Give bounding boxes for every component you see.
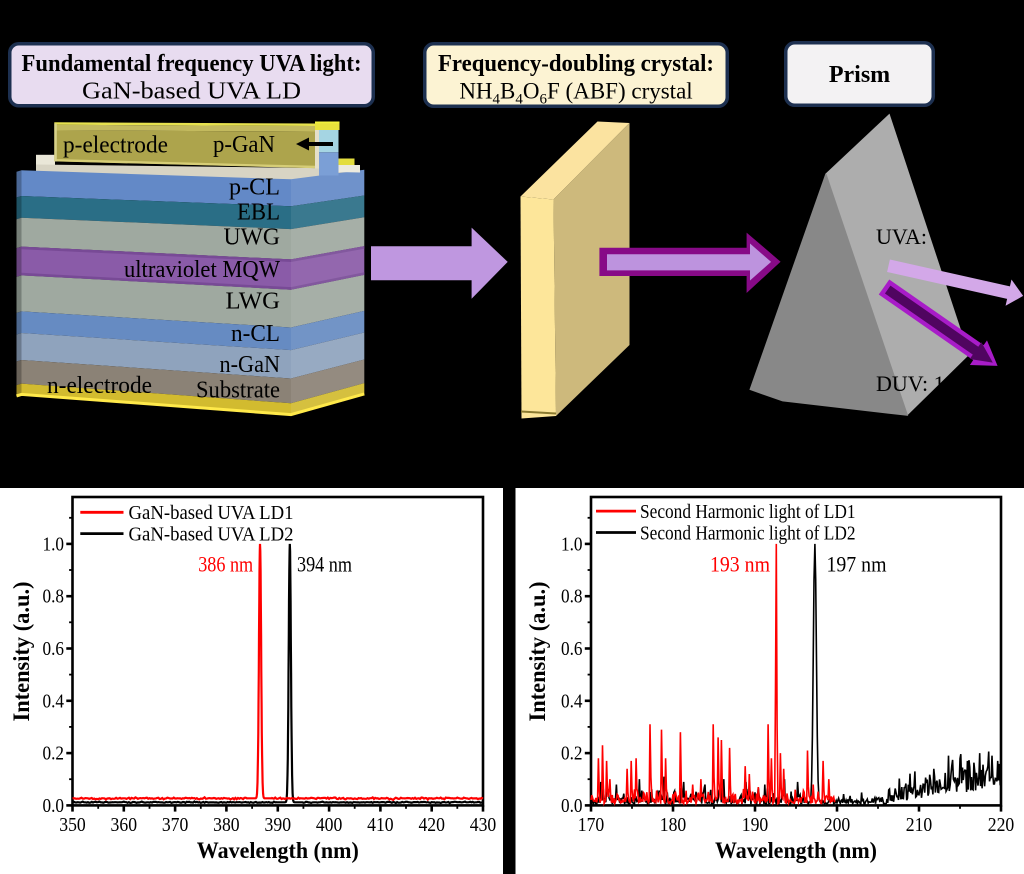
svg-text:394 nm: 394 nm bbox=[297, 552, 352, 577]
svg-text:430: 430 bbox=[470, 815, 497, 836]
svg-text:Prism: Prism bbox=[829, 62, 890, 88]
svg-text:ultraviolet MQW: ultraviolet MQW bbox=[124, 257, 280, 283]
svg-text:Wavelength (nm): Wavelength (nm) bbox=[715, 838, 877, 863]
svg-text:p-CL: p-CL bbox=[229, 175, 280, 201]
svg-text:390: 390 bbox=[265, 815, 292, 836]
svg-text:DUV: 193 nm: DUV: 193 nm bbox=[876, 371, 1000, 396]
svg-text:Substrate: Substrate bbox=[196, 378, 280, 404]
svg-text:Second Harmonic light of LD1: Second Harmonic light of LD1 bbox=[640, 501, 856, 523]
svg-text:1.0: 1.0 bbox=[43, 534, 65, 555]
svg-text:190: 190 bbox=[742, 815, 769, 836]
svg-text:0.6: 0.6 bbox=[43, 639, 65, 660]
svg-text:0.4: 0.4 bbox=[561, 691, 583, 712]
svg-text:0.8: 0.8 bbox=[43, 587, 65, 608]
svg-text:193 nm: 193 nm bbox=[710, 552, 770, 577]
svg-text:NH4B4O6F (ABF) crystal: NH4B4O6F (ABF) crystal bbox=[459, 79, 692, 108]
svg-text:UWG: UWG bbox=[224, 225, 281, 251]
svg-text:Second Harmonic light of LD2: Second Harmonic light of LD2 bbox=[640, 523, 856, 545]
svg-text:0.2: 0.2 bbox=[43, 744, 65, 765]
svg-text:UVA: 386 nm: UVA: 386 nm bbox=[876, 224, 999, 249]
svg-text:n-GaN: n-GaN bbox=[220, 352, 281, 378]
svg-text:Intensity (a.u.): Intensity (a.u.) bbox=[9, 582, 34, 722]
svg-text:GaN-based UVA LD1: GaN-based UVA LD1 bbox=[129, 502, 294, 524]
svg-text:Wavelength (nm): Wavelength (nm) bbox=[197, 838, 359, 863]
svg-text:GaN-based UVA LD: GaN-based UVA LD bbox=[82, 79, 301, 105]
svg-text:170: 170 bbox=[578, 815, 605, 836]
svg-text:386 nm: 386 nm bbox=[198, 552, 253, 577]
svg-text:n-CL: n-CL bbox=[231, 321, 280, 347]
svg-text:220: 220 bbox=[988, 815, 1015, 836]
svg-text:370: 370 bbox=[162, 815, 189, 836]
svg-text:410: 410 bbox=[367, 815, 394, 836]
svg-text:Fundamental frequency UVA ligh: Fundamental frequency UVA light: bbox=[22, 51, 362, 77]
svg-text:0.4: 0.4 bbox=[43, 691, 65, 712]
svg-text:350: 350 bbox=[59, 815, 86, 836]
svg-text:400: 400 bbox=[316, 815, 343, 836]
svg-text:0.0: 0.0 bbox=[561, 796, 583, 817]
svg-text:0.2: 0.2 bbox=[561, 744, 583, 765]
svg-text:p-electrode: p-electrode bbox=[63, 133, 168, 159]
svg-text:420: 420 bbox=[418, 815, 445, 836]
svg-text:1.0: 1.0 bbox=[561, 534, 583, 555]
svg-text:EBL: EBL bbox=[237, 200, 280, 226]
svg-text:p-GaN: p-GaN bbox=[213, 132, 275, 158]
svg-text:360: 360 bbox=[111, 815, 138, 836]
svg-text:0.0: 0.0 bbox=[43, 796, 65, 817]
svg-text:LWG: LWG bbox=[226, 289, 281, 315]
svg-text:197 nm: 197 nm bbox=[827, 552, 887, 577]
svg-text:Frequency-doubling crystal:: Frequency-doubling crystal: bbox=[438, 51, 714, 77]
svg-text:210: 210 bbox=[906, 815, 933, 836]
svg-text:180: 180 bbox=[660, 815, 687, 836]
svg-text:Intensity (a.u.): Intensity (a.u.) bbox=[525, 582, 550, 722]
svg-text:0.8: 0.8 bbox=[561, 587, 583, 608]
svg-text:200: 200 bbox=[824, 815, 851, 836]
svg-text:380: 380 bbox=[213, 815, 240, 836]
svg-text:n-electrode: n-electrode bbox=[47, 373, 152, 399]
svg-text:0.6: 0.6 bbox=[561, 639, 583, 660]
svg-text:GaN-based UVA LD2: GaN-based UVA LD2 bbox=[129, 524, 294, 546]
